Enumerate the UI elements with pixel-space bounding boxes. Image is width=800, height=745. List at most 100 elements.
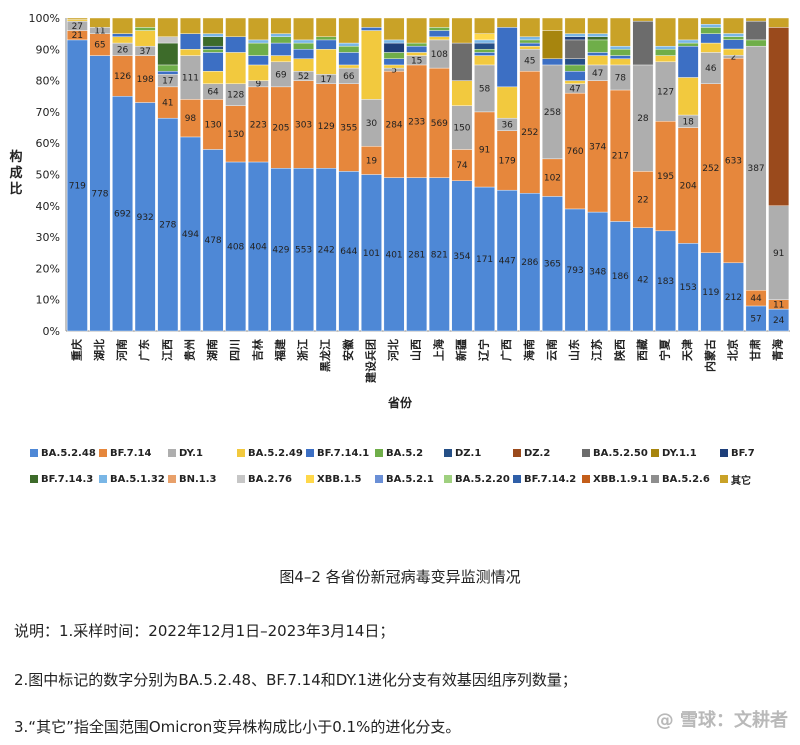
bar-segment [361, 30, 382, 100]
bar-segment [723, 48, 744, 56]
watermark: @ 雪球：文耕者 [655, 710, 788, 731]
data-label: 127 [657, 88, 674, 98]
bar-segment [66, 19, 88, 22]
bar-segment [428, 27, 450, 31]
bar-segment [315, 49, 337, 75]
legend-label: BF.7 [731, 447, 755, 459]
data-label: 494 [182, 230, 199, 240]
bar-segment [112, 17, 133, 34]
data-label: 223 [250, 120, 267, 130]
legend-swatch [30, 449, 38, 457]
bar-segment [157, 64, 179, 72]
data-label: 195 [657, 172, 674, 182]
x-tick-label: 建设兵团 [363, 339, 377, 383]
bar-segment [587, 33, 609, 37]
stacked-bar-chart: 0%10%20%30%40%50%60%70%80%90%100%7192127… [29, 12, 790, 383]
legend-item: XBB.1.9.1 [582, 474, 651, 485]
legend: BA.5.2.48 BF.7.14 DY.1 BA.5.2.49 BF.7.14.1 BA… [30, 440, 790, 492]
data-label: 179 [499, 156, 516, 166]
x-tick-label: 海南 [522, 339, 536, 361]
data-label: 205 [272, 124, 289, 134]
data-label: 183 [657, 277, 674, 287]
bar-segment [247, 39, 269, 44]
bar-segment [451, 42, 473, 81]
bar-segment [564, 39, 586, 59]
y-tick-label: 20% [36, 262, 60, 275]
data-label: 91 [773, 249, 784, 259]
bar-segment [338, 64, 360, 69]
data-label: 9 [255, 80, 261, 90]
bar-segment [112, 33, 133, 37]
bar-segment [677, 17, 699, 41]
data-label: 198 [137, 75, 154, 85]
bar-segment [270, 17, 292, 34]
bar-segment [270, 36, 292, 44]
bar-segment [157, 71, 179, 75]
bar-segment [247, 17, 269, 41]
bar-segment [700, 27, 722, 34]
x-tick-label: 广东 [137, 339, 151, 361]
data-label: 252 [702, 164, 719, 174]
data-label: 374 [589, 142, 606, 152]
bar-segment [677, 42, 699, 47]
legend-item: XBB.1.5 [306, 474, 375, 485]
data-label: 932 [137, 213, 154, 223]
bar-segment [270, 33, 292, 37]
legend-item: DY.1 [168, 448, 237, 459]
bar-segment [609, 58, 631, 66]
legend-swatch [444, 449, 452, 457]
bar-segment [542, 17, 563, 31]
data-label: 171 [476, 255, 493, 265]
data-label: 286 [521, 258, 538, 268]
bar-segment [383, 64, 405, 69]
bar-segment [564, 17, 586, 34]
data-label: 130 [204, 120, 221, 130]
legend-item: BF.7.14.3 [30, 474, 99, 485]
data-label: 644 [340, 247, 357, 257]
legend-item: BA.5.2.48 [30, 448, 99, 459]
legend-item: 其它 [720, 472, 789, 487]
bar-segment [587, 52, 609, 56]
y-axis-title: 构成比 [9, 150, 23, 197]
data-label: 692 [114, 210, 131, 220]
bar-segment [428, 30, 450, 37]
bar-segment [655, 45, 676, 50]
data-label: 354 [453, 252, 470, 262]
data-label: 42 [637, 275, 648, 285]
bar-segment [474, 49, 495, 53]
data-label: 24 [773, 316, 785, 326]
legend-item: DY.1.1 [651, 448, 720, 459]
bar-segment [180, 33, 201, 50]
data-label: 45 [524, 56, 535, 66]
legend-swatch [444, 475, 452, 483]
bar-segment [202, 36, 224, 47]
bar-segment [428, 36, 450, 41]
bar-segment [338, 42, 360, 47]
legend-item: BF.7 [720, 448, 789, 459]
bar-segment [180, 49, 201, 56]
legend-swatch [237, 449, 245, 457]
legend-item: BA.5.2.1 [375, 474, 444, 485]
data-label: 41 [162, 99, 173, 109]
bar-segment [406, 42, 428, 47]
bar-segment [383, 58, 405, 66]
data-label: 37 [139, 47, 150, 57]
data-label: 17 [162, 77, 173, 87]
bar-segment [564, 64, 586, 72]
data-label: 793 [566, 266, 583, 276]
bar-segment [293, 39, 314, 44]
bar-segment [677, 77, 699, 116]
data-label: 281 [408, 250, 425, 260]
y-tick-label: 90% [36, 43, 60, 56]
bar-segment [202, 33, 224, 37]
data-label: 429 [272, 246, 289, 256]
bar-segment [66, 17, 88, 20]
data-label: 11 [94, 27, 105, 37]
data-label: 348 [589, 268, 606, 278]
bar-segment [293, 49, 314, 59]
bar-segment [202, 52, 224, 72]
legend-label: BF.7.14.2 [524, 473, 577, 485]
bar-segment [383, 17, 405, 41]
data-label: 36 [501, 120, 513, 130]
x-tick-label: 内蒙古 [703, 339, 717, 372]
